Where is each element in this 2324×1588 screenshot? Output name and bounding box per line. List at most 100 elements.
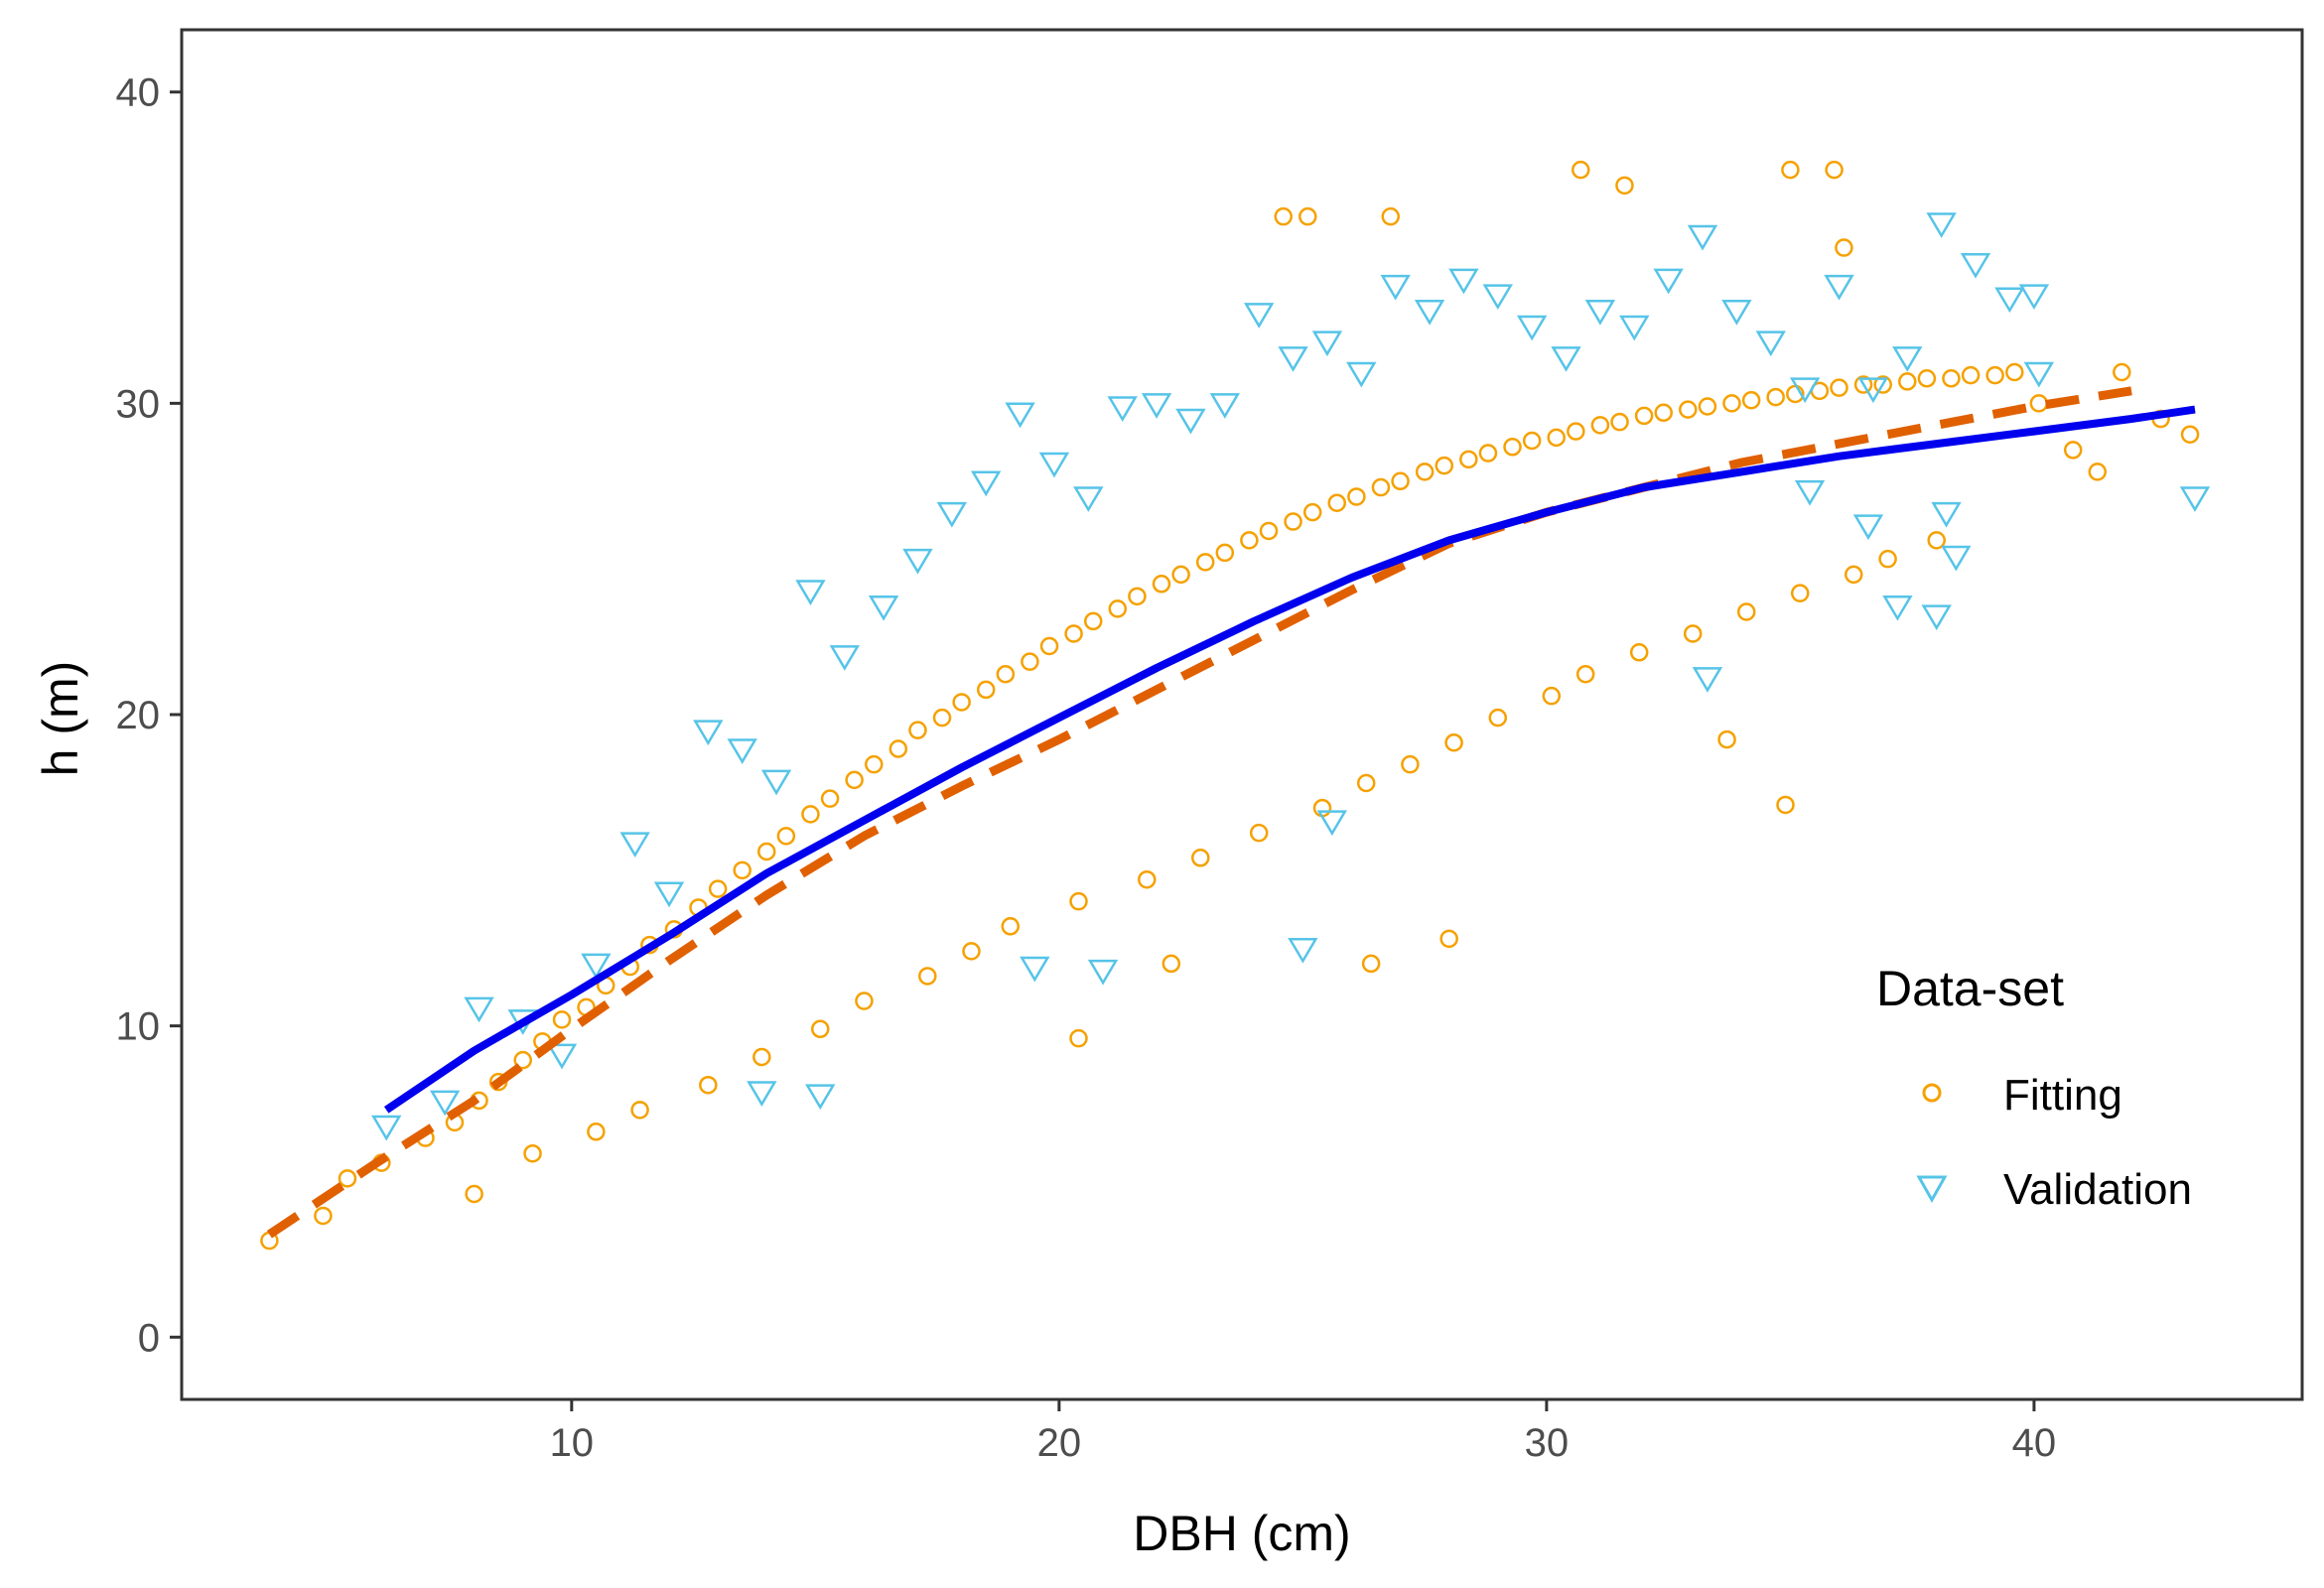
fitting-point <box>1274 206 1293 226</box>
validation-point <box>371 1115 402 1141</box>
fitting-point <box>1299 206 1317 226</box>
validation-point <box>747 1081 777 1107</box>
fitting-point <box>752 1047 771 1067</box>
validation-point <box>1857 377 1889 404</box>
fitting-point <box>1171 565 1190 585</box>
y-tick-label: 20 <box>116 694 161 737</box>
validation-point <box>971 470 1002 497</box>
validation-point <box>1892 346 1923 372</box>
validation-point <box>902 548 933 575</box>
legend-validation-label: Validation <box>2003 1165 2192 1214</box>
validation-point <box>693 720 724 746</box>
fitting-point <box>1503 438 1522 457</box>
fitting-point <box>1985 365 2004 385</box>
validation-point <box>1380 274 1411 301</box>
fitting-point <box>314 1206 333 1226</box>
fitting-point <box>820 789 840 808</box>
validation-point <box>760 769 792 796</box>
lines-layer <box>266 386 2196 1239</box>
fitting-point <box>1361 954 1381 974</box>
validation-point <box>546 1043 578 1070</box>
validation-point <box>653 881 685 908</box>
validation-point <box>619 832 650 859</box>
fitting-point <box>1825 160 1844 180</box>
legend-fitting-label: Fitting <box>2003 1071 2122 1120</box>
validation-point <box>727 738 757 764</box>
y-axis-title: h (m) <box>33 661 88 777</box>
fitting-point <box>1776 795 1795 815</box>
fitting-point <box>776 827 796 846</box>
fitting-point <box>1069 891 1088 911</box>
y-tick-label: 10 <box>116 1005 161 1049</box>
fitting-point <box>1488 708 1508 728</box>
y-tick-label: 40 <box>116 71 161 115</box>
fitting-point <box>996 664 1016 684</box>
validation-point <box>829 645 860 671</box>
fitting-point <box>1083 611 1103 631</box>
validation-point <box>1038 452 1070 478</box>
fitting-point <box>1069 1028 1088 1048</box>
validation-point <box>1960 252 1991 279</box>
fitting-point <box>465 1184 483 1204</box>
legend-title: Data-set <box>1876 961 2064 1016</box>
fitting-point <box>1435 456 1454 475</box>
validation-point <box>1653 268 1684 295</box>
fitting-point <box>513 1050 532 1070</box>
fitting-point <box>1108 599 1128 618</box>
fitting-point <box>1572 160 1590 180</box>
validation-point <box>1687 224 1718 251</box>
y-tick-label: 0 <box>138 1316 160 1360</box>
fitting-point <box>1391 471 1410 491</box>
validation-point <box>1941 545 1972 572</box>
validation-point <box>464 996 494 1023</box>
fitting-point <box>1844 565 1863 585</box>
validation-point <box>1921 604 1952 631</box>
fitting-point <box>1001 917 1021 936</box>
fitting-point <box>1766 387 1785 407</box>
validation-point <box>1107 396 1138 422</box>
fitting-point <box>1654 403 1673 423</box>
fitting-point <box>865 754 884 774</box>
fitting-point <box>1698 397 1717 416</box>
fitting-point <box>1162 954 1181 974</box>
fitting-point <box>1830 378 1848 397</box>
fitting-point <box>1873 375 1892 394</box>
validation-point <box>1288 937 1318 964</box>
validation-point <box>1692 667 1723 693</box>
fitting-point <box>801 805 820 824</box>
fitting-point <box>1137 869 1157 889</box>
validation-point <box>1852 514 1884 541</box>
validation-point <box>1882 595 1913 621</box>
fitting-point <box>2088 463 2108 481</box>
fitting-point <box>1590 416 1610 435</box>
validation-point <box>429 1090 461 1117</box>
validation-point <box>581 953 612 980</box>
fitting-point <box>962 942 981 961</box>
fitting-point <box>1327 493 1347 512</box>
x-tick-label: 10 <box>550 1421 595 1465</box>
fitting-point <box>1790 584 1810 602</box>
validation-point <box>1482 284 1513 311</box>
fitting-point <box>338 1169 357 1188</box>
validation-point <box>1141 393 1172 419</box>
fitting-point <box>1741 390 1761 410</box>
validation-point <box>1209 393 1241 419</box>
fitting-point <box>2063 441 2083 460</box>
validation-point <box>1789 377 1821 404</box>
validation-point <box>1619 315 1650 341</box>
validation-point <box>936 501 968 528</box>
fitting-point <box>1615 176 1634 196</box>
fitting-point <box>1736 602 1756 621</box>
validation-point <box>805 1084 836 1111</box>
validation-point <box>1721 300 1752 326</box>
fitting-point <box>845 770 864 790</box>
fitting-point <box>889 739 908 758</box>
fitting-point <box>1917 369 1937 388</box>
fitting-point <box>1878 549 1897 569</box>
fitting-point <box>1835 238 1853 257</box>
fitting-point <box>1439 929 1458 949</box>
fitting-point <box>1347 487 1366 506</box>
fitting-point <box>1547 428 1566 448</box>
